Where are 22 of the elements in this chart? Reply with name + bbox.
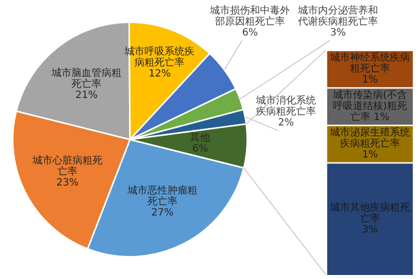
text: 城市传染病(不含呼吸道结核)粗死亡率 1% (333, 90, 407, 123)
data-label: 27% (151, 208, 174, 219)
data-label: 1% (362, 149, 378, 160)
data-label: 21% (75, 90, 98, 101)
data-label: 6% (192, 144, 208, 155)
slice-label: 城市心脏病粗死亡率 (32, 154, 103, 178)
slice-label: 城市脑血管病粗死亡率 (50, 66, 122, 90)
data-label: 1% (362, 74, 378, 86)
data-label: 3% (330, 28, 346, 39)
data-label: 3% (362, 224, 378, 236)
data-label: 12% (148, 68, 171, 80)
data-label: 2% (278, 118, 294, 129)
slice-label: 其他 (190, 132, 210, 144)
series-label: 城市神经系统疾病粗死亡率 (329, 51, 410, 74)
slice-label: 城市损伤和中毒外部原因粗死亡率 (209, 4, 290, 28)
series-label: 城市其他疾病粗死亡率 (329, 201, 410, 224)
slice-label: 城市消化系统疾病粗死亡率 (255, 94, 316, 118)
slice-label: 城市恶性肿瘤粗死亡率 (126, 184, 198, 208)
slice-label: 城市内分泌营养和代谢疾病粗死亡率 (297, 4, 378, 28)
data-label: 6% (242, 28, 258, 39)
series-label: 城市泌尿生殖系统疾病粗死亡率 (329, 126, 410, 150)
data-label: 23% (56, 177, 79, 188)
